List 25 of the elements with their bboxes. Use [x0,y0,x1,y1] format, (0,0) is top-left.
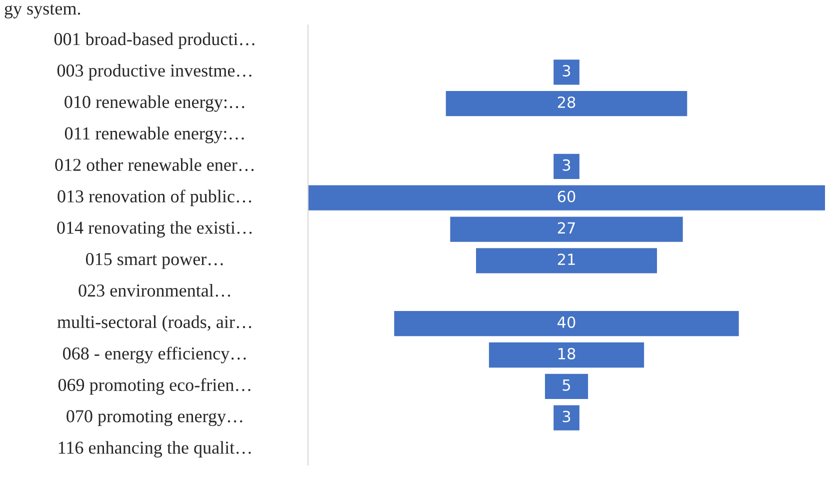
data-label: 3 [562,65,570,77]
category-label: 068 - energy efficiency… [63,346,246,364]
category-label: 070 promoting energy… [66,410,242,426]
category-label: 003 productive investme… [57,64,252,80]
category-label: 011 renewable energy:… [64,126,244,144]
category-label: 015 smart power… [86,253,223,269]
data-label: 3 [562,410,570,422]
category-label: 013 renovation of public… [58,190,252,206]
category-label: 116 enhancing the qualit… [58,441,251,458]
category-label: multi-sectoral (roads, air… [57,315,252,332]
data-label: 18 [558,348,576,360]
data-label: 21 [558,254,575,265]
data-label: 60 [558,190,576,202]
category-label: 023 environmental… [78,284,230,297]
data-label: 40 [558,316,576,328]
data-label: 5 [562,380,570,391]
category-label: 014 renovating the existi… [57,221,252,238]
data-label: 28 [558,96,576,108]
category-label: 010 renewable energy:… [64,95,244,112]
category-label: 012 other renewable ener… [55,158,254,172]
category-label: 069 promoting eco-frien… [58,378,250,395]
category-label: 001 broad-based producti… [54,32,254,49]
text: gy system. [4,4,80,18]
data-label: 27 [558,222,575,234]
data-label: 3 [562,159,570,171]
